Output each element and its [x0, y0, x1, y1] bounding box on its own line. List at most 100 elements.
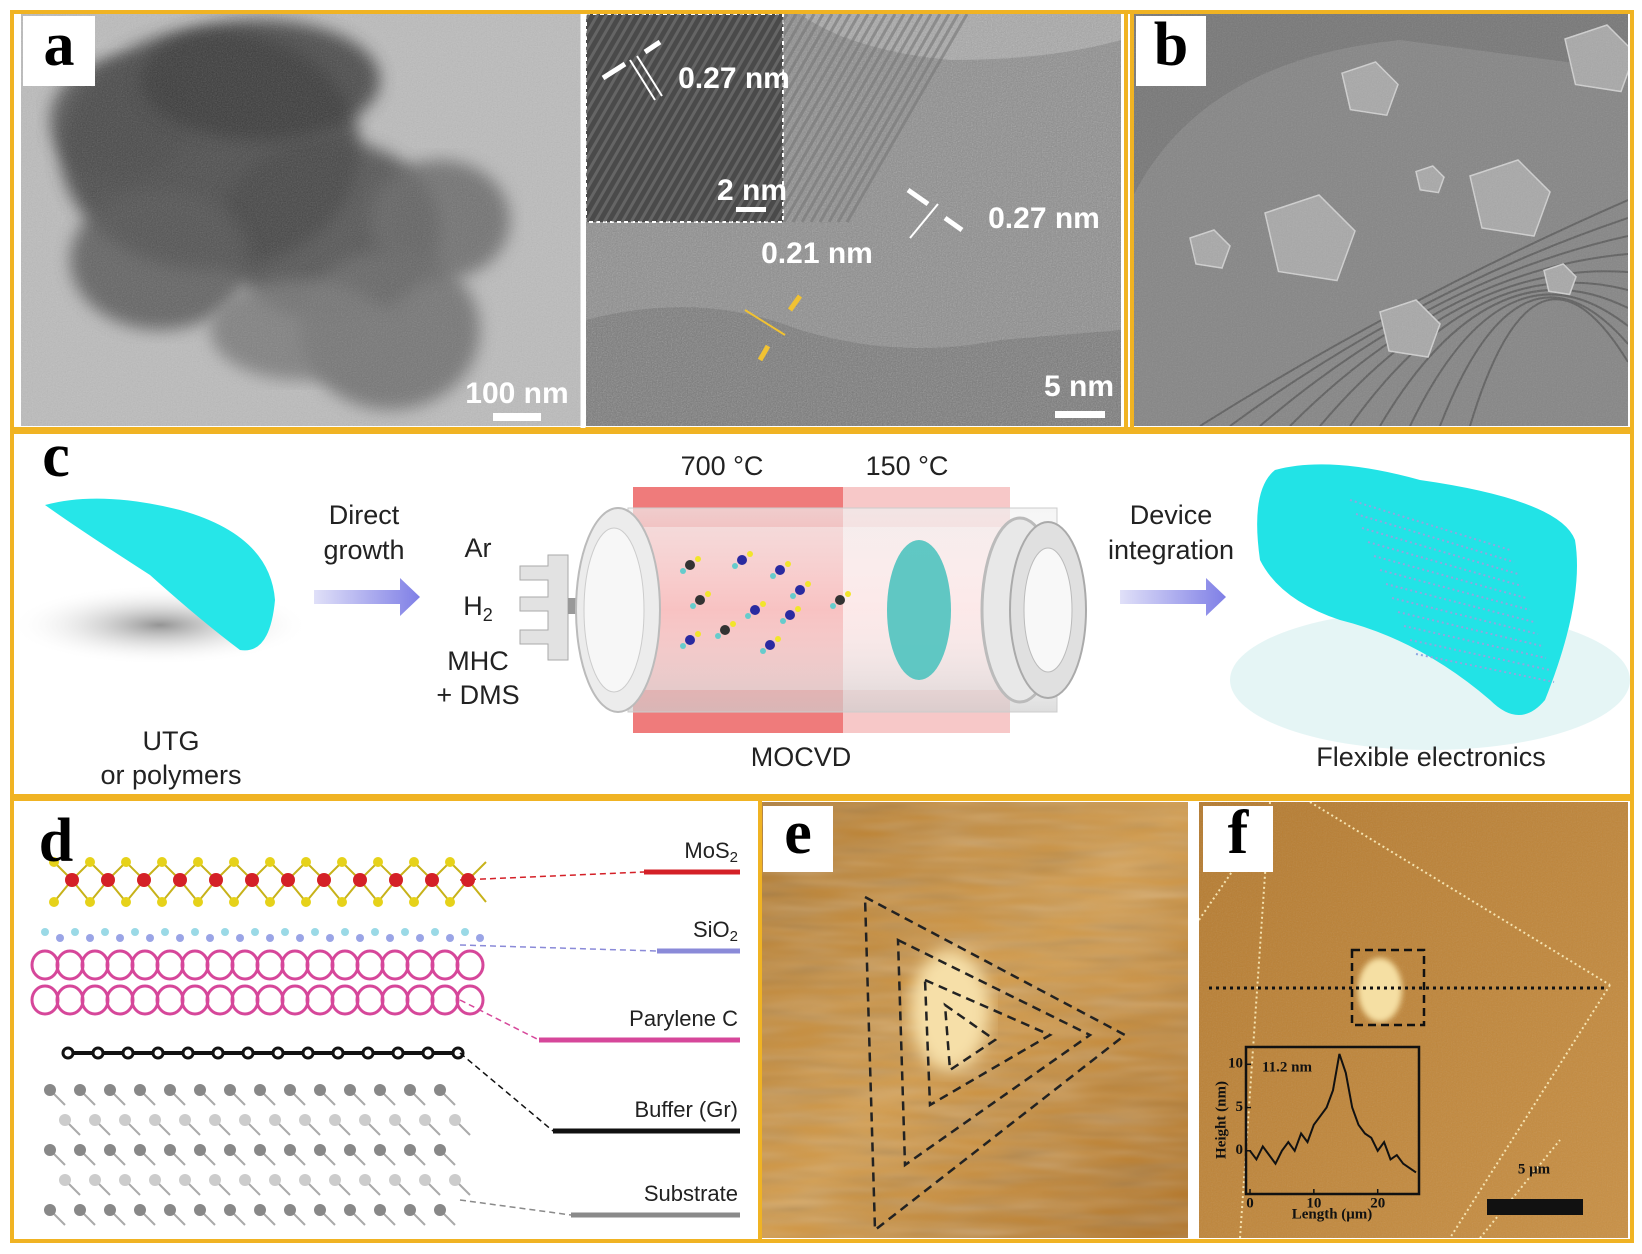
substrate-atom [284, 1204, 296, 1216]
molecule [685, 560, 695, 570]
layer-label: Substrate [644, 1181, 738, 1206]
lattice-fringe [586, 14, 627, 85]
temperature-label: 700 °C [681, 451, 764, 481]
substrate-atom [89, 1174, 101, 1186]
substrate-atom [74, 1144, 86, 1156]
substrate-atom [284, 1144, 296, 1156]
panel-label: d [39, 807, 73, 875]
zoom-box [1350, 948, 1426, 1027]
molecule-atom [680, 568, 686, 574]
substrate-atom [434, 1144, 446, 1156]
silica-atom [431, 928, 439, 936]
panel-frame [10, 10, 1134, 431]
lattice-fringe [818, 14, 942, 223]
tem-noise [21, 14, 581, 426]
layer-name: MoS [684, 838, 729, 863]
parylene-ring [30, 949, 60, 981]
molybdenum [245, 873, 259, 887]
layer-name: SiO [693, 917, 730, 942]
substrate-atom [449, 1174, 461, 1186]
molybdenum [389, 873, 403, 887]
lattice-fringe [764, 14, 888, 223]
grain-boundary [1479, 1139, 1561, 1238]
parylene-ring [455, 949, 485, 981]
parylene-ring [155, 984, 185, 1016]
molecule-atom [845, 591, 851, 597]
sulfur [409, 857, 419, 867]
spacing-label: 0.21 nm [761, 237, 873, 270]
silica-atom [341, 928, 349, 936]
spacing-label: 0.27 nm [988, 202, 1100, 235]
panel-label-box [23, 16, 95, 86]
y-tick-label: 0 [1236, 1142, 1244, 1158]
panel-label: a [44, 11, 75, 79]
molecule-atom [732, 563, 738, 569]
substrate-atom [329, 1174, 341, 1186]
panel-label-box [763, 806, 833, 872]
peak-label: 11.2 nm [1262, 1059, 1313, 1075]
molecule [685, 635, 695, 645]
silica-atom [116, 934, 124, 942]
lattice-fringe [620, 14, 744, 223]
substrate-atom [209, 1114, 221, 1126]
lattice-fringe [586, 14, 609, 54]
lattice-fringe [611, 14, 735, 223]
molecule-atom [690, 603, 696, 609]
molecule-atom [695, 631, 701, 637]
reactor-label: MOCVD [751, 742, 852, 772]
silica-atom [101, 928, 109, 936]
sulfur [337, 857, 347, 867]
molecule-atom [795, 606, 801, 612]
silica-atom [251, 928, 259, 936]
dashed-triangle [943, 1002, 998, 1073]
parylene-ring [405, 949, 435, 981]
graphene-atom [421, 1046, 435, 1060]
substrate-atom [104, 1144, 116, 1156]
silica-atom [86, 934, 94, 942]
panel-label-box [1203, 806, 1273, 872]
step-label: Device [1130, 500, 1213, 530]
substrate-atom [149, 1114, 161, 1126]
parylene-ring [130, 984, 160, 1016]
silica-atom [311, 928, 319, 936]
graphene-atom [181, 1046, 195, 1060]
substrate-atom [284, 1084, 296, 1096]
parylene-ring [255, 949, 285, 981]
lattice-fringe [809, 14, 933, 223]
spacing-arrow [787, 294, 803, 312]
flange-left-inner [583, 527, 645, 693]
lattice-fringe [674, 14, 798, 223]
sulfur [49, 857, 59, 867]
layer-name: Buffer (Gr) [634, 1097, 738, 1122]
panel-frame [1124, 10, 1634, 431]
substrate-atom [74, 1204, 86, 1216]
spacing-mark [629, 59, 656, 101]
lattice-fringe [647, 14, 771, 223]
lattice-fringe [586, 14, 690, 194]
gas-subscript: 2 [483, 605, 493, 625]
sulfur [157, 857, 167, 867]
parylene-ring [80, 984, 110, 1016]
spacing-mark [636, 55, 663, 97]
silica-atom [71, 928, 79, 936]
molybdenum [281, 873, 295, 887]
molecule-atom [830, 603, 836, 609]
substrate-atom [434, 1084, 446, 1096]
substrate-atom [224, 1144, 236, 1156]
substrate-atom [44, 1144, 56, 1156]
substrate-atom [344, 1204, 356, 1216]
spacing-arrow [757, 344, 771, 362]
sulfur [49, 897, 59, 907]
product-label: Flexible electronics [1316, 742, 1546, 772]
device-lattice [1403, 625, 1547, 659]
lattice-fringe [665, 14, 789, 223]
device-lattice [1373, 555, 1527, 599]
sem [1131, 14, 1628, 426]
sulfur [301, 897, 311, 907]
afm-f: 5 μm [1199, 802, 1628, 1238]
lattice-fringe [638, 14, 762, 223]
parylene-ring [230, 984, 260, 1016]
parylene-ring [305, 949, 335, 981]
lattice-fringe [602, 14, 726, 223]
